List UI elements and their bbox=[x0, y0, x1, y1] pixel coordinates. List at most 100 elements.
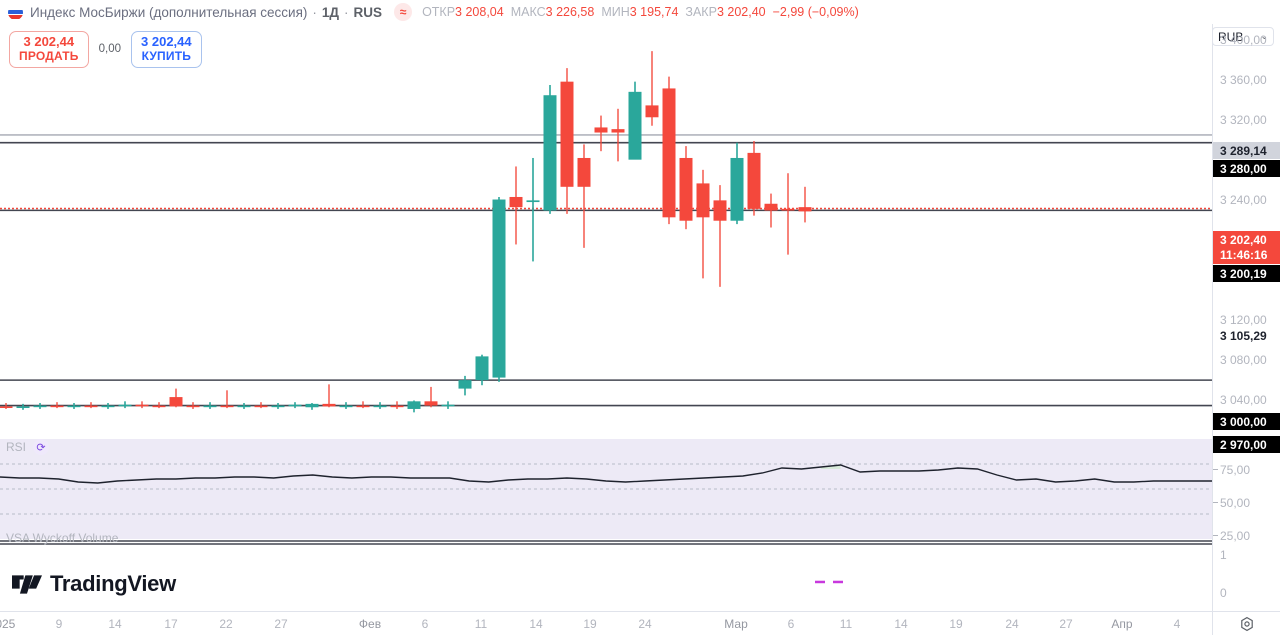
candle bbox=[509, 166, 523, 245]
candle bbox=[169, 388, 183, 408]
time-axis[interactable]: 2025 9 14 17 22 27 Фев 6 11 14 19 24 Мар 6 11 14 19 24 27 А… bbox=[0, 611, 1212, 635]
extended-session-icon[interactable]: ≈ bbox=[394, 3, 413, 21]
chart-header: Индекс МосБиржи (дополнительная сессия) … bbox=[0, 0, 1280, 24]
candle bbox=[356, 401, 370, 409]
price-axis[interactable]: RUB ⌄ 3 400,00 3 360,00 3 320,00 3 240,00 3 … bbox=[1212, 24, 1280, 635]
candle bbox=[407, 400, 421, 413]
russia-flag-icon bbox=[8, 4, 23, 20]
candle bbox=[237, 403, 251, 409]
time-axis-tick: Апр bbox=[1111, 617, 1133, 631]
price-axis-tick: 3 080,00 bbox=[1220, 353, 1267, 367]
price-axis-badge[interactable]: 3 000,00 bbox=[1213, 413, 1280, 430]
price-axis-tick: 3 120,00 bbox=[1220, 313, 1267, 327]
vsa-axis-tick: 0 bbox=[1220, 586, 1227, 600]
price-axis-value: 3 105,29 bbox=[1220, 329, 1267, 343]
candle bbox=[373, 402, 387, 409]
price-axis-badge[interactable]: 3 202,40 11:46:16 bbox=[1213, 231, 1280, 264]
time-axis-tick: 17 bbox=[164, 617, 178, 631]
time-axis-tick: 9 bbox=[55, 617, 63, 631]
exchange-label[interactable]: RUS bbox=[353, 4, 383, 20]
candle bbox=[526, 157, 540, 262]
chart-settings-icon[interactable] bbox=[1212, 611, 1280, 635]
candle bbox=[288, 402, 302, 409]
time-axis-tick: 24 bbox=[1005, 617, 1019, 631]
vsa-indicator-title[interactable]: VSA Wyckoff Volume bbox=[6, 531, 119, 545]
candle bbox=[475, 354, 489, 386]
price-axis-tick: 3 240,00 bbox=[1220, 193, 1267, 207]
candle bbox=[339, 402, 353, 409]
candle bbox=[577, 144, 591, 248]
candle bbox=[84, 402, 98, 409]
rsi-indicator-title[interactable]: RSI ⟳ bbox=[6, 439, 50, 455]
timeframe-label[interactable]: 1Д bbox=[321, 4, 340, 20]
chart-plot-area[interactable] bbox=[0, 24, 1212, 611]
candle bbox=[101, 403, 115, 409]
sell-price: 3 202,44 bbox=[23, 34, 75, 49]
time-axis-tick: 11 bbox=[474, 617, 488, 631]
candle bbox=[543, 85, 557, 214]
candle bbox=[747, 141, 761, 216]
rsi-axis-tick: 75,00 bbox=[1220, 463, 1251, 477]
time-axis-tick: 19 bbox=[583, 617, 597, 631]
rsi-axis-dash bbox=[1213, 535, 1218, 536]
badge-countdown: 11:46:16 bbox=[1220, 247, 1268, 262]
spread-value: 0,00 bbox=[98, 43, 122, 56]
tradingview-logo-icon bbox=[12, 574, 42, 594]
buy-button[interactable]: 3 202,44 КУПИТЬ bbox=[131, 31, 202, 68]
rsi-line bbox=[0, 464, 1212, 484]
candle bbox=[764, 193, 778, 228]
candle bbox=[67, 403, 81, 409]
trade-buttons-row: 3 202,44 ПРОДАТЬ 0,00 3 202,44 КУПИТЬ bbox=[9, 31, 202, 68]
price-axis-badge[interactable]: 3 289,14 bbox=[1213, 142, 1280, 159]
sell-button[interactable]: 3 202,44 ПРОДАТЬ bbox=[9, 31, 89, 68]
time-axis-tick: 19 bbox=[949, 617, 963, 631]
tradingview-logo: TradingView bbox=[12, 571, 176, 597]
rsi-axis-tick: 50,00 bbox=[1220, 496, 1251, 510]
candle bbox=[781, 173, 795, 255]
ohlc-low-key: МИН bbox=[601, 5, 630, 19]
ohlc-high: МАКС 3 226,58 bbox=[511, 5, 602, 19]
ohlc-close-value: 3 202,40 bbox=[716, 5, 766, 19]
price-axis-tick: 3 320,00 bbox=[1220, 113, 1267, 127]
time-axis-tick: 27 bbox=[1059, 617, 1073, 631]
time-axis-tick: Фев bbox=[358, 617, 382, 631]
candle bbox=[152, 402, 166, 409]
candle bbox=[271, 403, 285, 409]
time-axis-tick: 6 bbox=[787, 617, 795, 631]
header-separator-1: · bbox=[312, 4, 317, 20]
symbol-title[interactable]: Индекс МосБиржи (дополнительная сессия) bbox=[30, 4, 308, 20]
candle bbox=[254, 402, 268, 409]
price-axis-badge[interactable]: 3 280,00 bbox=[1213, 160, 1280, 177]
rsi-axis-tick: 25,00 bbox=[1220, 529, 1251, 543]
ohlc-open: ОТКР 3 208,04 bbox=[422, 5, 511, 19]
ohlc-close: ЗАКР 3 202,40 bbox=[685, 5, 772, 19]
ohlc-open-key: ОТКР bbox=[422, 5, 456, 19]
time-axis-tick: 11 bbox=[839, 617, 853, 631]
time-axis-tick: 14 bbox=[894, 617, 908, 631]
vsa-marker bbox=[815, 580, 825, 584]
candle bbox=[645, 51, 659, 126]
time-axis-tick: 4 bbox=[1173, 617, 1181, 631]
candle bbox=[118, 401, 132, 409]
time-axis-tick: 24 bbox=[638, 617, 652, 631]
buy-label: КУПИТЬ bbox=[141, 48, 192, 63]
time-axis-tick: 2025 bbox=[0, 617, 16, 631]
ohlc-close-key: ЗАКР bbox=[685, 5, 717, 19]
candle bbox=[594, 115, 608, 152]
candle bbox=[33, 403, 47, 409]
candle bbox=[560, 68, 574, 214]
candlestick-series bbox=[0, 51, 1212, 584]
price-axis-tick: 3 400,00 bbox=[1220, 33, 1267, 47]
candle bbox=[135, 401, 149, 409]
sync-icon[interactable]: ⟳ bbox=[33, 439, 50, 455]
currency-value: RUB bbox=[1218, 29, 1244, 44]
ohlc-high-value: 3 226,58 bbox=[545, 5, 595, 19]
candle bbox=[322, 384, 336, 408]
sell-label: ПРОДАТЬ bbox=[19, 48, 79, 63]
price-axis-badge[interactable]: 3 200,19 bbox=[1213, 265, 1280, 282]
price-axis-tick: 3 360,00 bbox=[1220, 73, 1267, 87]
candle bbox=[186, 402, 200, 409]
price-axis-badge[interactable]: 2 970,00 bbox=[1213, 436, 1280, 453]
currency-select[interactable]: RUB ⌄ bbox=[1212, 27, 1274, 46]
